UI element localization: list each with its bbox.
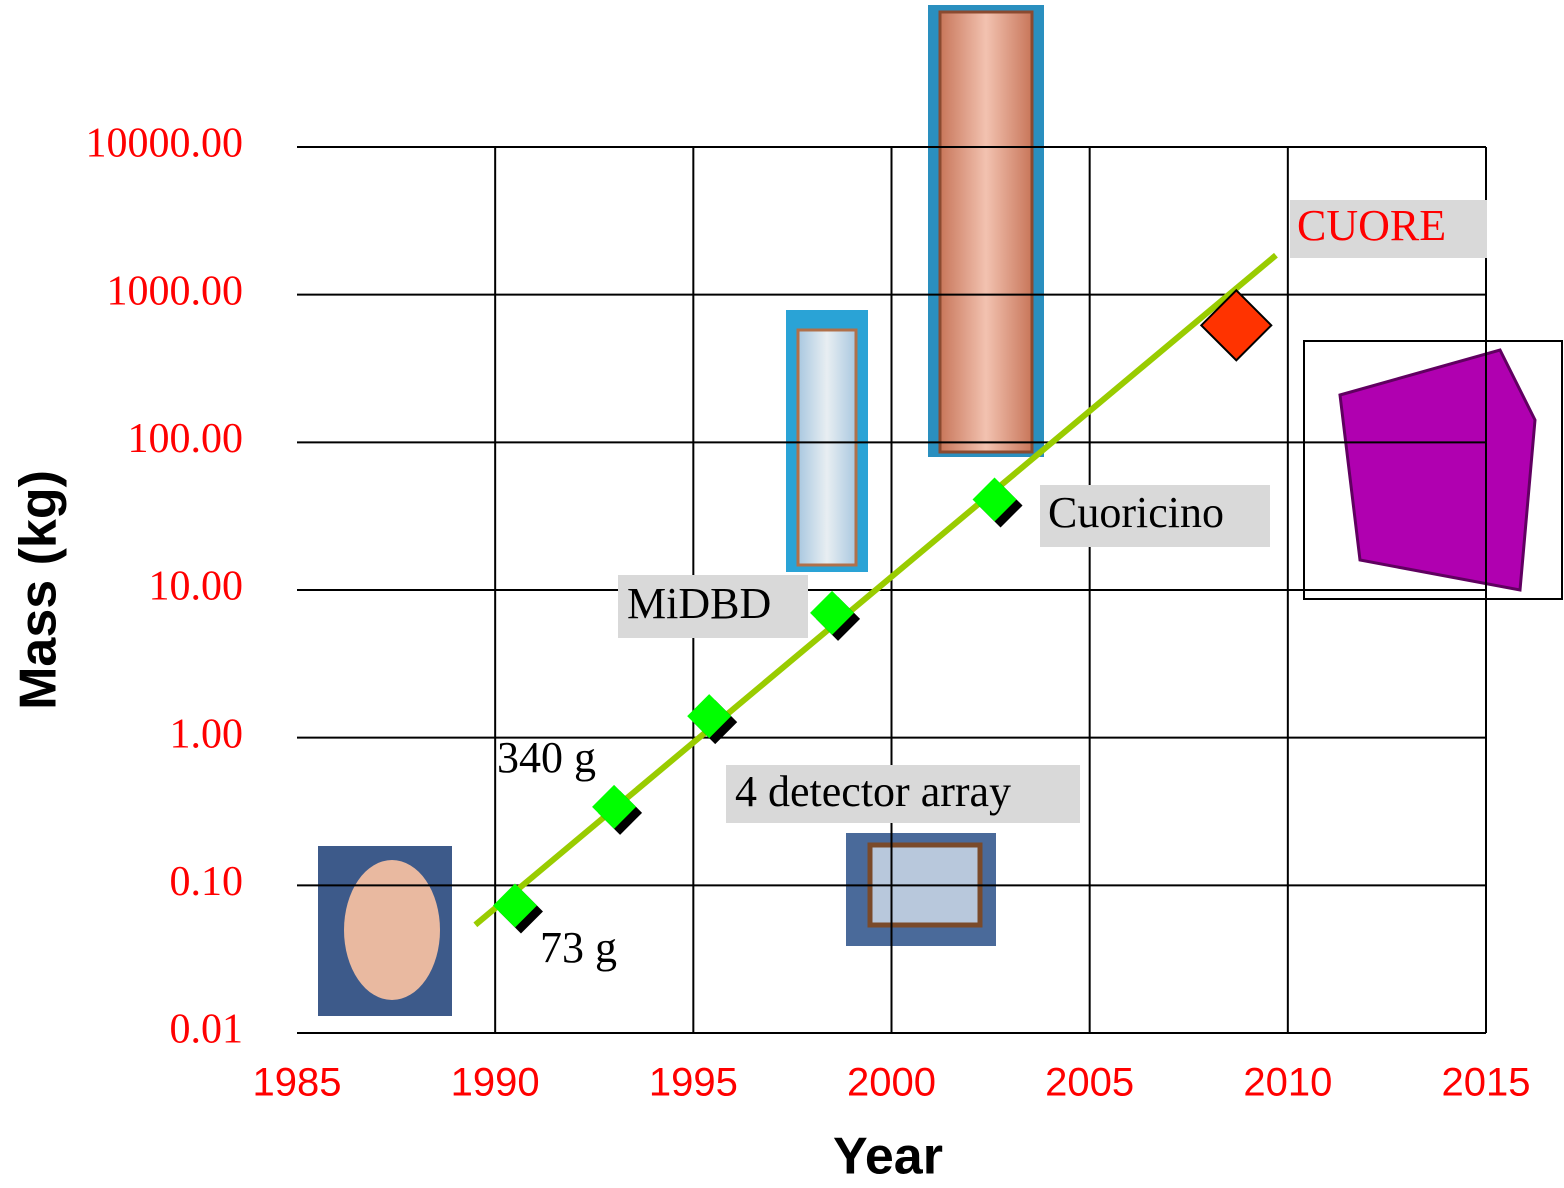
y-tick-label: 100.00 <box>128 416 244 462</box>
data-point <box>972 477 1017 522</box>
x-tick-label: 2000 <box>847 1061 936 1105</box>
y-tick-label: 1.00 <box>170 711 244 757</box>
y-tick-label: 10.00 <box>149 564 244 610</box>
x-tick-label: 1985 <box>253 1061 342 1105</box>
annotation: CUORE <box>1297 201 1446 250</box>
x-tick-label: 1995 <box>649 1061 738 1105</box>
data-point <box>492 883 537 928</box>
cuoricino-tower <box>938 10 1034 454</box>
portrait-face <box>344 860 440 1000</box>
data-point <box>1199 288 1273 362</box>
annotation-box <box>726 765 1080 823</box>
annotation-box <box>618 575 808 638</box>
annotation: Cuoricino <box>1048 488 1224 537</box>
y-tick-label: 0.01 <box>170 1007 244 1053</box>
photos <box>318 5 1563 1016</box>
data-point <box>687 694 732 739</box>
annotation: 340 g <box>497 733 596 782</box>
data-point <box>592 784 637 829</box>
y-tick-label: 1000.00 <box>107 268 244 314</box>
x-tick-label: 2005 <box>1045 1061 1134 1105</box>
annotation: 4 detector array <box>735 767 1011 816</box>
x-axis-label: Year <box>833 1128 943 1183</box>
y-tick-label: 10000.00 <box>86 121 244 167</box>
annotation-box <box>1290 200 1487 258</box>
annotation: 73 g <box>540 923 617 972</box>
y-axis-label: Mass (kg) <box>10 470 68 710</box>
x-tick-label: 2015 <box>1442 1061 1531 1105</box>
data-point <box>810 590 855 635</box>
annotation: MiDBD <box>627 579 771 628</box>
y-tick-label: 0.10 <box>170 859 244 905</box>
cuore-cube <box>1338 348 1537 592</box>
annotation-box <box>1040 485 1270 547</box>
x-tick-label: 1990 <box>451 1061 540 1105</box>
midbd-tower <box>796 328 858 567</box>
x-tick-label: 2010 <box>1243 1061 1332 1105</box>
